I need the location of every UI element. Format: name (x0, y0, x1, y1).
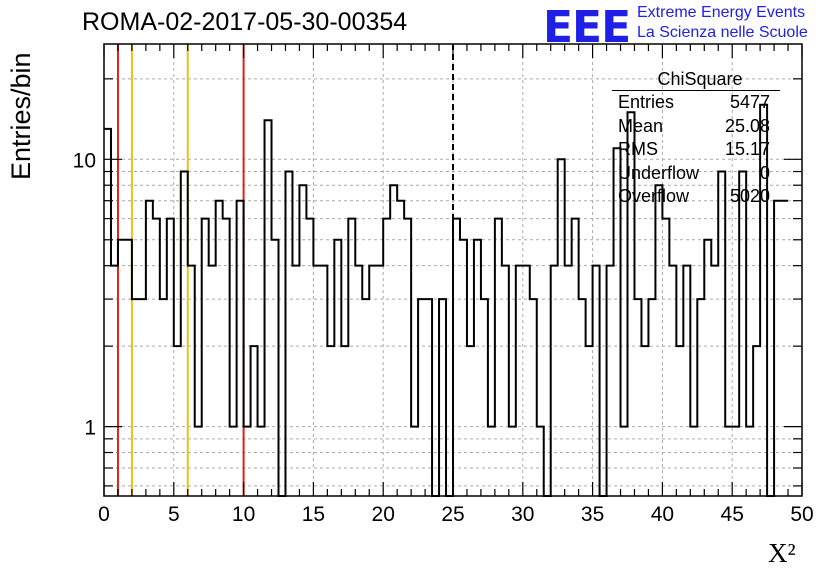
stats-value: 0 (759, 162, 770, 183)
x-tick-label: 50 (790, 503, 813, 526)
stats-label: Underflow (618, 162, 700, 183)
x-tick-label: 5 (168, 503, 180, 526)
y-tick-label: 10 (73, 149, 96, 172)
stats-label: Entries (618, 92, 675, 112)
stats-label: RMS (618, 139, 658, 159)
x-tick-label: 30 (511, 503, 534, 526)
stats-value: 25.08 (724, 115, 770, 136)
chart-title: ROMA-02-2017-05-30-00354 (82, 8, 408, 36)
axis-ticks: 0 5 10 15 20 25 30 35 40 45 50 1 10 (73, 44, 814, 526)
stats-value: 15.17 (724, 139, 770, 159)
y-axis-label: Entries/bin (6, 52, 36, 180)
eee-logo: EEE (543, 2, 631, 53)
x-tick-label: 40 (651, 503, 674, 526)
stats-row-rms: RMS 15.17 (612, 138, 780, 162)
x-tick-label: 10 (232, 503, 255, 526)
stats-box: ChiSquare Entries 5477 Mean 25.08 RMS 15… (612, 68, 780, 209)
stats-value: 5477 (729, 92, 770, 112)
stats-row-entries: Entries 5477 (612, 91, 780, 115)
stats-value: 5020 (729, 186, 770, 206)
stats-row-underflow: Underflow 0 (612, 162, 780, 186)
x-tick-label: 45 (721, 503, 744, 526)
x-tick-label: 0 (98, 503, 110, 526)
stats-label: Mean (618, 115, 664, 136)
y-tick-label: 1 (84, 417, 96, 440)
x-tick-label: 25 (441, 503, 464, 526)
logo-line-2: La Scienza nelle Scuole (637, 24, 808, 41)
stats-row-overflow: Overflow 5020 (612, 185, 780, 209)
stats-name: ChiSquare (612, 68, 780, 91)
logo-line-1: Extreme Energy Events (637, 4, 806, 21)
x-tick-label: 20 (372, 503, 395, 526)
x-tick-label: 35 (581, 503, 604, 526)
stats-label: Overflow (618, 186, 690, 206)
x-axis-label: X² (768, 538, 796, 568)
stats-row-mean: Mean 25.08 (612, 115, 780, 139)
x-tick-label: 15 (302, 503, 325, 526)
